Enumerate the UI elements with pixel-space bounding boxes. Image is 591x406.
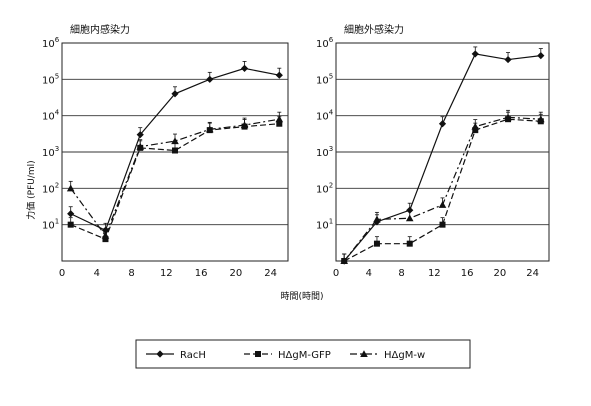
legend-marker xyxy=(255,351,261,357)
y-tick-label: 101 xyxy=(316,218,333,232)
data-point xyxy=(472,127,479,134)
data-point xyxy=(471,122,480,130)
panel-title: 細胞外感染力 xyxy=(344,23,404,36)
data-point xyxy=(171,137,179,145)
data-point xyxy=(102,236,109,243)
legend-label: HΔgM-w xyxy=(384,350,425,361)
x-tick-label: 0 xyxy=(333,268,339,279)
data-point xyxy=(504,55,512,64)
x-tick-label: 20 xyxy=(229,268,242,279)
data-point xyxy=(205,125,214,133)
y-tick-label: 102 xyxy=(42,181,59,195)
y-tick-label: 102 xyxy=(316,181,333,195)
data-point xyxy=(240,64,249,72)
y-tick-label: 105 xyxy=(316,72,333,86)
x-tick-label: 12 xyxy=(160,268,173,279)
y-tick-label: 104 xyxy=(42,109,60,123)
data-point xyxy=(405,214,414,222)
series-triangle xyxy=(66,111,284,239)
data-point xyxy=(471,50,479,58)
data-point xyxy=(373,215,381,223)
panel-title: 細胞内感染力 xyxy=(70,23,130,36)
legend-item: HΔgM-w xyxy=(350,350,425,361)
x-tick-label: 16 xyxy=(195,268,208,279)
data-point xyxy=(438,120,447,128)
x-axis-title: 時間(時間) xyxy=(280,291,323,302)
data-point xyxy=(206,75,214,83)
legend-marker xyxy=(360,350,368,357)
legend: RacH HΔgM-GFP HΔgM-w xyxy=(135,339,471,369)
data-point xyxy=(340,257,348,264)
data-point xyxy=(504,113,512,121)
data-point xyxy=(373,240,380,247)
legend-label: HΔgM-GFP xyxy=(278,350,331,361)
data-point xyxy=(537,51,545,60)
y-tick-label: 103 xyxy=(316,145,333,159)
data-point xyxy=(275,115,284,123)
series-triangle xyxy=(340,109,545,264)
data-point xyxy=(136,142,145,150)
x-tick-label: 24 xyxy=(526,268,539,279)
legend-box xyxy=(135,339,471,369)
data-point xyxy=(275,71,283,79)
data-point xyxy=(406,240,413,247)
data-point xyxy=(66,184,75,192)
y-tick-label: 106 xyxy=(42,36,60,50)
data-point xyxy=(406,206,414,214)
x-tick-label: 4 xyxy=(94,268,100,279)
series-line xyxy=(343,53,541,262)
x-tick-label: 4 xyxy=(366,268,372,279)
x-tick-label: 0 xyxy=(59,268,65,279)
legend-label: RacH xyxy=(180,350,206,361)
data-point xyxy=(67,221,74,228)
x-tick-label: 20 xyxy=(493,268,506,279)
y-tick-label: 101 xyxy=(42,218,59,232)
data-point xyxy=(101,231,110,239)
data-point xyxy=(439,221,446,228)
y-tick-label: 104 xyxy=(316,109,334,123)
series-line xyxy=(343,118,541,262)
y-axis-title: 力価 (PFU/ml) xyxy=(25,160,37,219)
data-point xyxy=(240,121,249,129)
series-line xyxy=(343,116,541,262)
y-tick-label: 103 xyxy=(42,145,59,159)
x-tick-label: 12 xyxy=(428,268,441,279)
y-tick-label: 106 xyxy=(316,36,334,50)
data-point xyxy=(438,201,447,208)
data-point xyxy=(276,120,283,127)
data-point xyxy=(172,147,178,154)
x-tick-label: 8 xyxy=(398,268,404,279)
y-tick-label: 105 xyxy=(42,72,59,86)
data-point xyxy=(67,210,75,218)
data-point xyxy=(136,131,144,139)
data-point xyxy=(171,90,179,98)
legend-marker xyxy=(156,350,164,358)
data-point xyxy=(537,115,545,123)
x-tick-label: 16 xyxy=(461,268,474,279)
panel-extracellular: 101 102 103 104 105 106 0 4 8 12 16 20 24 細胞外感染力 xyxy=(316,23,550,279)
x-tick-label: 24 xyxy=(264,268,277,279)
legend-item: RacH xyxy=(146,350,206,361)
x-tick-label: 8 xyxy=(128,268,134,279)
legend-item: HΔgM-GFP xyxy=(244,350,331,361)
